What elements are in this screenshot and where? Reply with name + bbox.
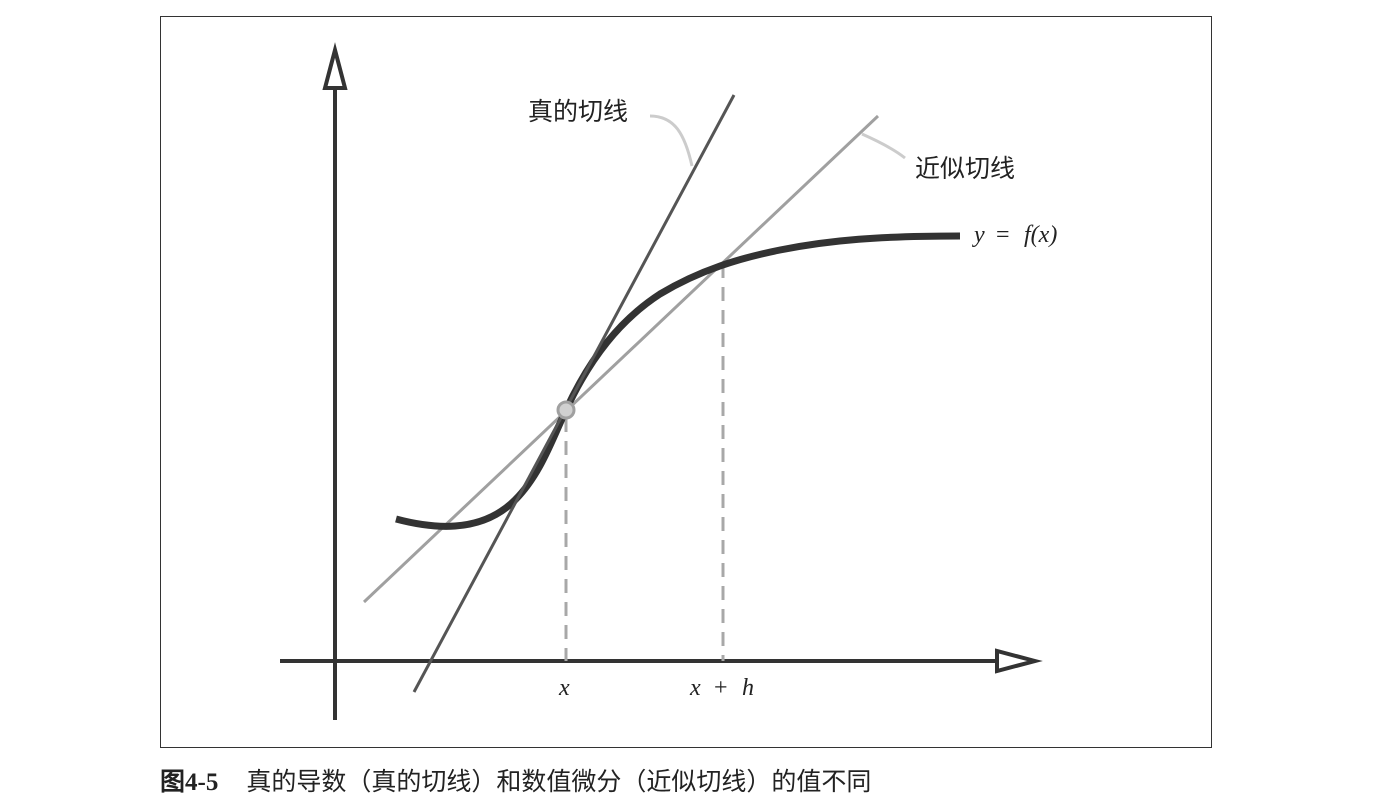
x-axis-arrow-icon xyxy=(995,648,1043,674)
approx-tangent-leader xyxy=(861,132,906,160)
approx-tangent-line xyxy=(362,114,880,604)
curve-y-f-x xyxy=(395,232,961,530)
curve-label-y: y xyxy=(972,222,985,248)
tick-label-xh-x: x xyxy=(689,675,701,701)
curve-label-fx: f(x) xyxy=(1024,222,1057,248)
true-tangent-line xyxy=(412,94,736,693)
tick-label-xh-plus: + xyxy=(714,675,728,701)
tick-label-x: x xyxy=(558,675,570,701)
true-tangent-label: 真的切线 xyxy=(528,97,628,126)
approx-tangent-label: 近似切线 xyxy=(915,154,1015,183)
figure-number: 图4-5 xyxy=(160,769,219,796)
true-tangent-leader xyxy=(649,114,694,167)
figure-caption-text: 真的导数（真的切线）和数值微分（近似切线）的值不同 xyxy=(246,767,872,796)
figure-frame xyxy=(160,16,1212,748)
tick-label-x-plus-h: x + h xyxy=(689,675,754,701)
axes xyxy=(280,42,1043,720)
tick-label-xh-h: h xyxy=(742,675,754,701)
curve-label-eq: = xyxy=(996,222,1010,248)
y-axis-arrow-icon xyxy=(322,42,348,90)
curve-label: y = f(x) xyxy=(972,222,1057,248)
point-marker-icon xyxy=(556,400,576,420)
figure-caption: 图4-5 真的导数（真的切线）和数值微分（近似切线）的值不同 xyxy=(160,762,871,798)
